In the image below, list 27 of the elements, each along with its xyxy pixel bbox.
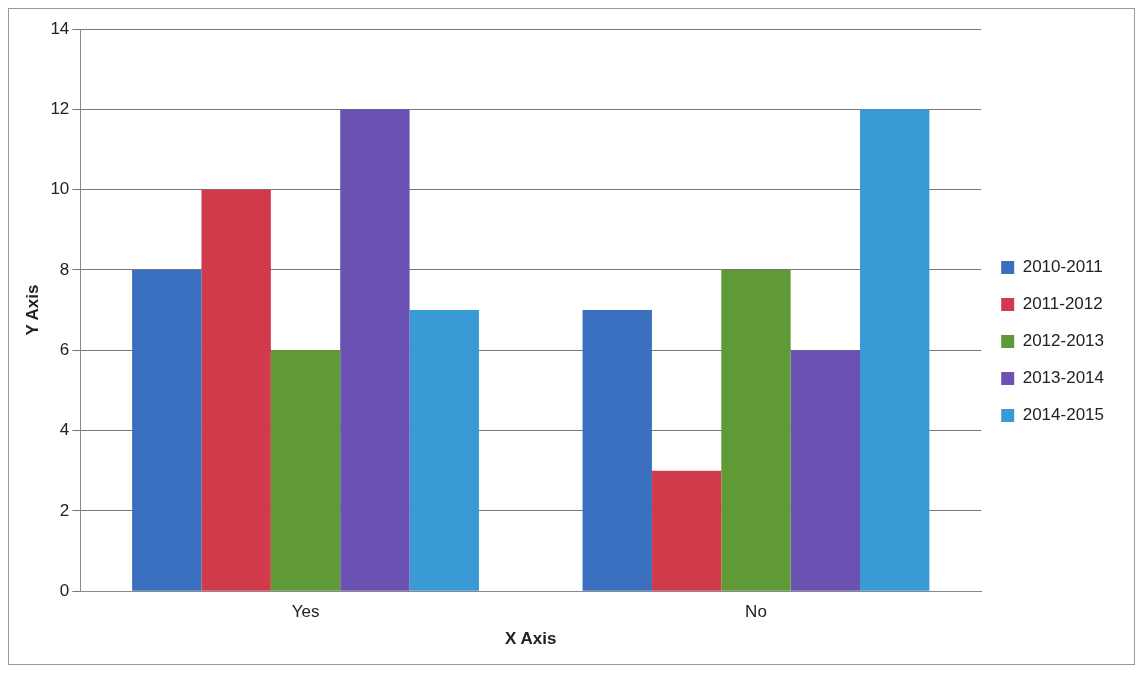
bar	[721, 269, 791, 591]
legend-label: 2010-2011	[1022, 257, 1103, 277]
bar	[201, 189, 271, 591]
y-tick-label: 4	[59, 420, 70, 440]
legend-label: 2011-2012	[1022, 294, 1103, 314]
legend-label: 2012-2013	[1022, 331, 1105, 351]
bar	[132, 269, 202, 591]
y-tick-label: 0	[59, 580, 70, 600]
bar	[651, 470, 722, 591]
x-tick-label: No	[745, 602, 767, 622]
y-tick-label: 8	[59, 259, 70, 279]
x-axis-title: X Axis	[505, 629, 557, 649]
y-tick-label: 10	[50, 179, 70, 199]
y-axis-title: Y Axis	[22, 284, 42, 336]
bar	[582, 310, 652, 591]
y-tick-label: 14	[50, 18, 70, 38]
legend-label: 2013-2014	[1022, 368, 1105, 388]
bar	[790, 350, 861, 591]
bar	[409, 310, 479, 591]
x-tick-label: Yes	[291, 602, 320, 622]
y-tick-label: 12	[50, 99, 70, 118]
y-tick-label: 6	[59, 339, 70, 359]
y-tick-label: 2	[59, 500, 70, 520]
legend-label: 2014-2015	[1022, 405, 1105, 425]
bar	[270, 350, 341, 591]
bar	[340, 109, 410, 591]
bar	[860, 109, 930, 591]
